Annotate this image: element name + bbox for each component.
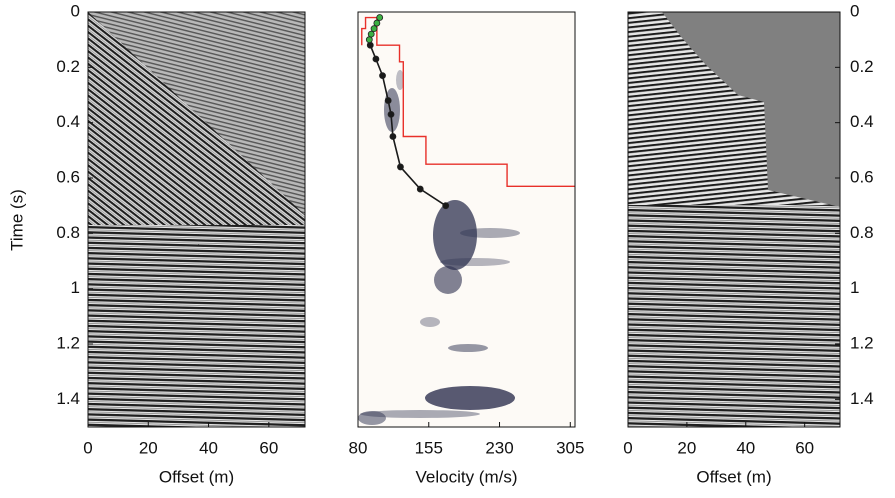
y-tick-label: 0 (71, 1, 80, 20)
x-tick-label: 40 (199, 438, 218, 457)
semblance-texture (358, 12, 575, 427)
gather-texture (88, 12, 305, 427)
velocity-pick (442, 202, 450, 210)
x-axis-label: Offset (m) (696, 467, 771, 486)
y-tick-label: 0.4 (56, 112, 80, 131)
velocity-pick (387, 110, 395, 118)
x-axis-label: Offset (m) (159, 467, 234, 486)
y-tick-label: 1.4 (56, 389, 80, 408)
velocity-pick (379, 72, 386, 80)
plot-frame (357, 11, 576, 428)
x-tick-label: 60 (259, 438, 278, 457)
velocity-pick (376, 14, 384, 21)
y-tick-label: 0 (850, 1, 859, 20)
plot-frame (87, 11, 306, 428)
x-tick-label: 305 (556, 438, 584, 457)
velocity-pick (373, 19, 381, 27)
y-tick-label: 1.2 (56, 333, 80, 352)
y-axis-label: Time (s) (7, 189, 26, 251)
velocity-pick (389, 133, 397, 140)
velocity-pick (416, 185, 424, 193)
velocity-pick (397, 163, 404, 171)
x-tick-label: 230 (485, 438, 513, 457)
y-tick-label: 1 (850, 278, 859, 297)
velocity-pick (370, 25, 378, 33)
y-tick-label: 0.8 (56, 223, 80, 242)
y-tick-label: 1 (71, 278, 80, 297)
velocity-pick (372, 55, 380, 63)
plot-frame (627, 11, 841, 428)
x-tick-label: 155 (415, 438, 443, 457)
y-tick-label: 0.8 (850, 223, 874, 242)
x-tick-label: 20 (139, 438, 158, 457)
velocity-pick (365, 36, 373, 44)
y-tick-label: 1.4 (850, 389, 874, 408)
nmo-texture (628, 12, 840, 427)
y-tick-label: 1.2 (850, 333, 874, 352)
x-tick-label: 0 (83, 438, 92, 457)
velocity-line (361, 16, 575, 187)
x-axis-label: Velocity (m/s) (415, 467, 517, 486)
x-tick-label: 60 (795, 438, 814, 457)
velocity-pick (367, 30, 375, 38)
x-tick-label: 80 (349, 438, 368, 457)
y-tick-label: 0.6 (850, 167, 874, 186)
y-tick-label: 0.2 (56, 57, 80, 76)
velocity-pick (366, 41, 374, 49)
x-tick-label: 0 (623, 438, 632, 457)
y-tick-label: 0.4 (850, 112, 874, 131)
y-tick-label: 0.2 (850, 57, 874, 76)
x-tick-label: 20 (677, 438, 696, 457)
y-tick-label: 0.6 (56, 167, 80, 186)
x-tick-label: 40 (736, 438, 755, 457)
velocity-pick (384, 97, 392, 104)
